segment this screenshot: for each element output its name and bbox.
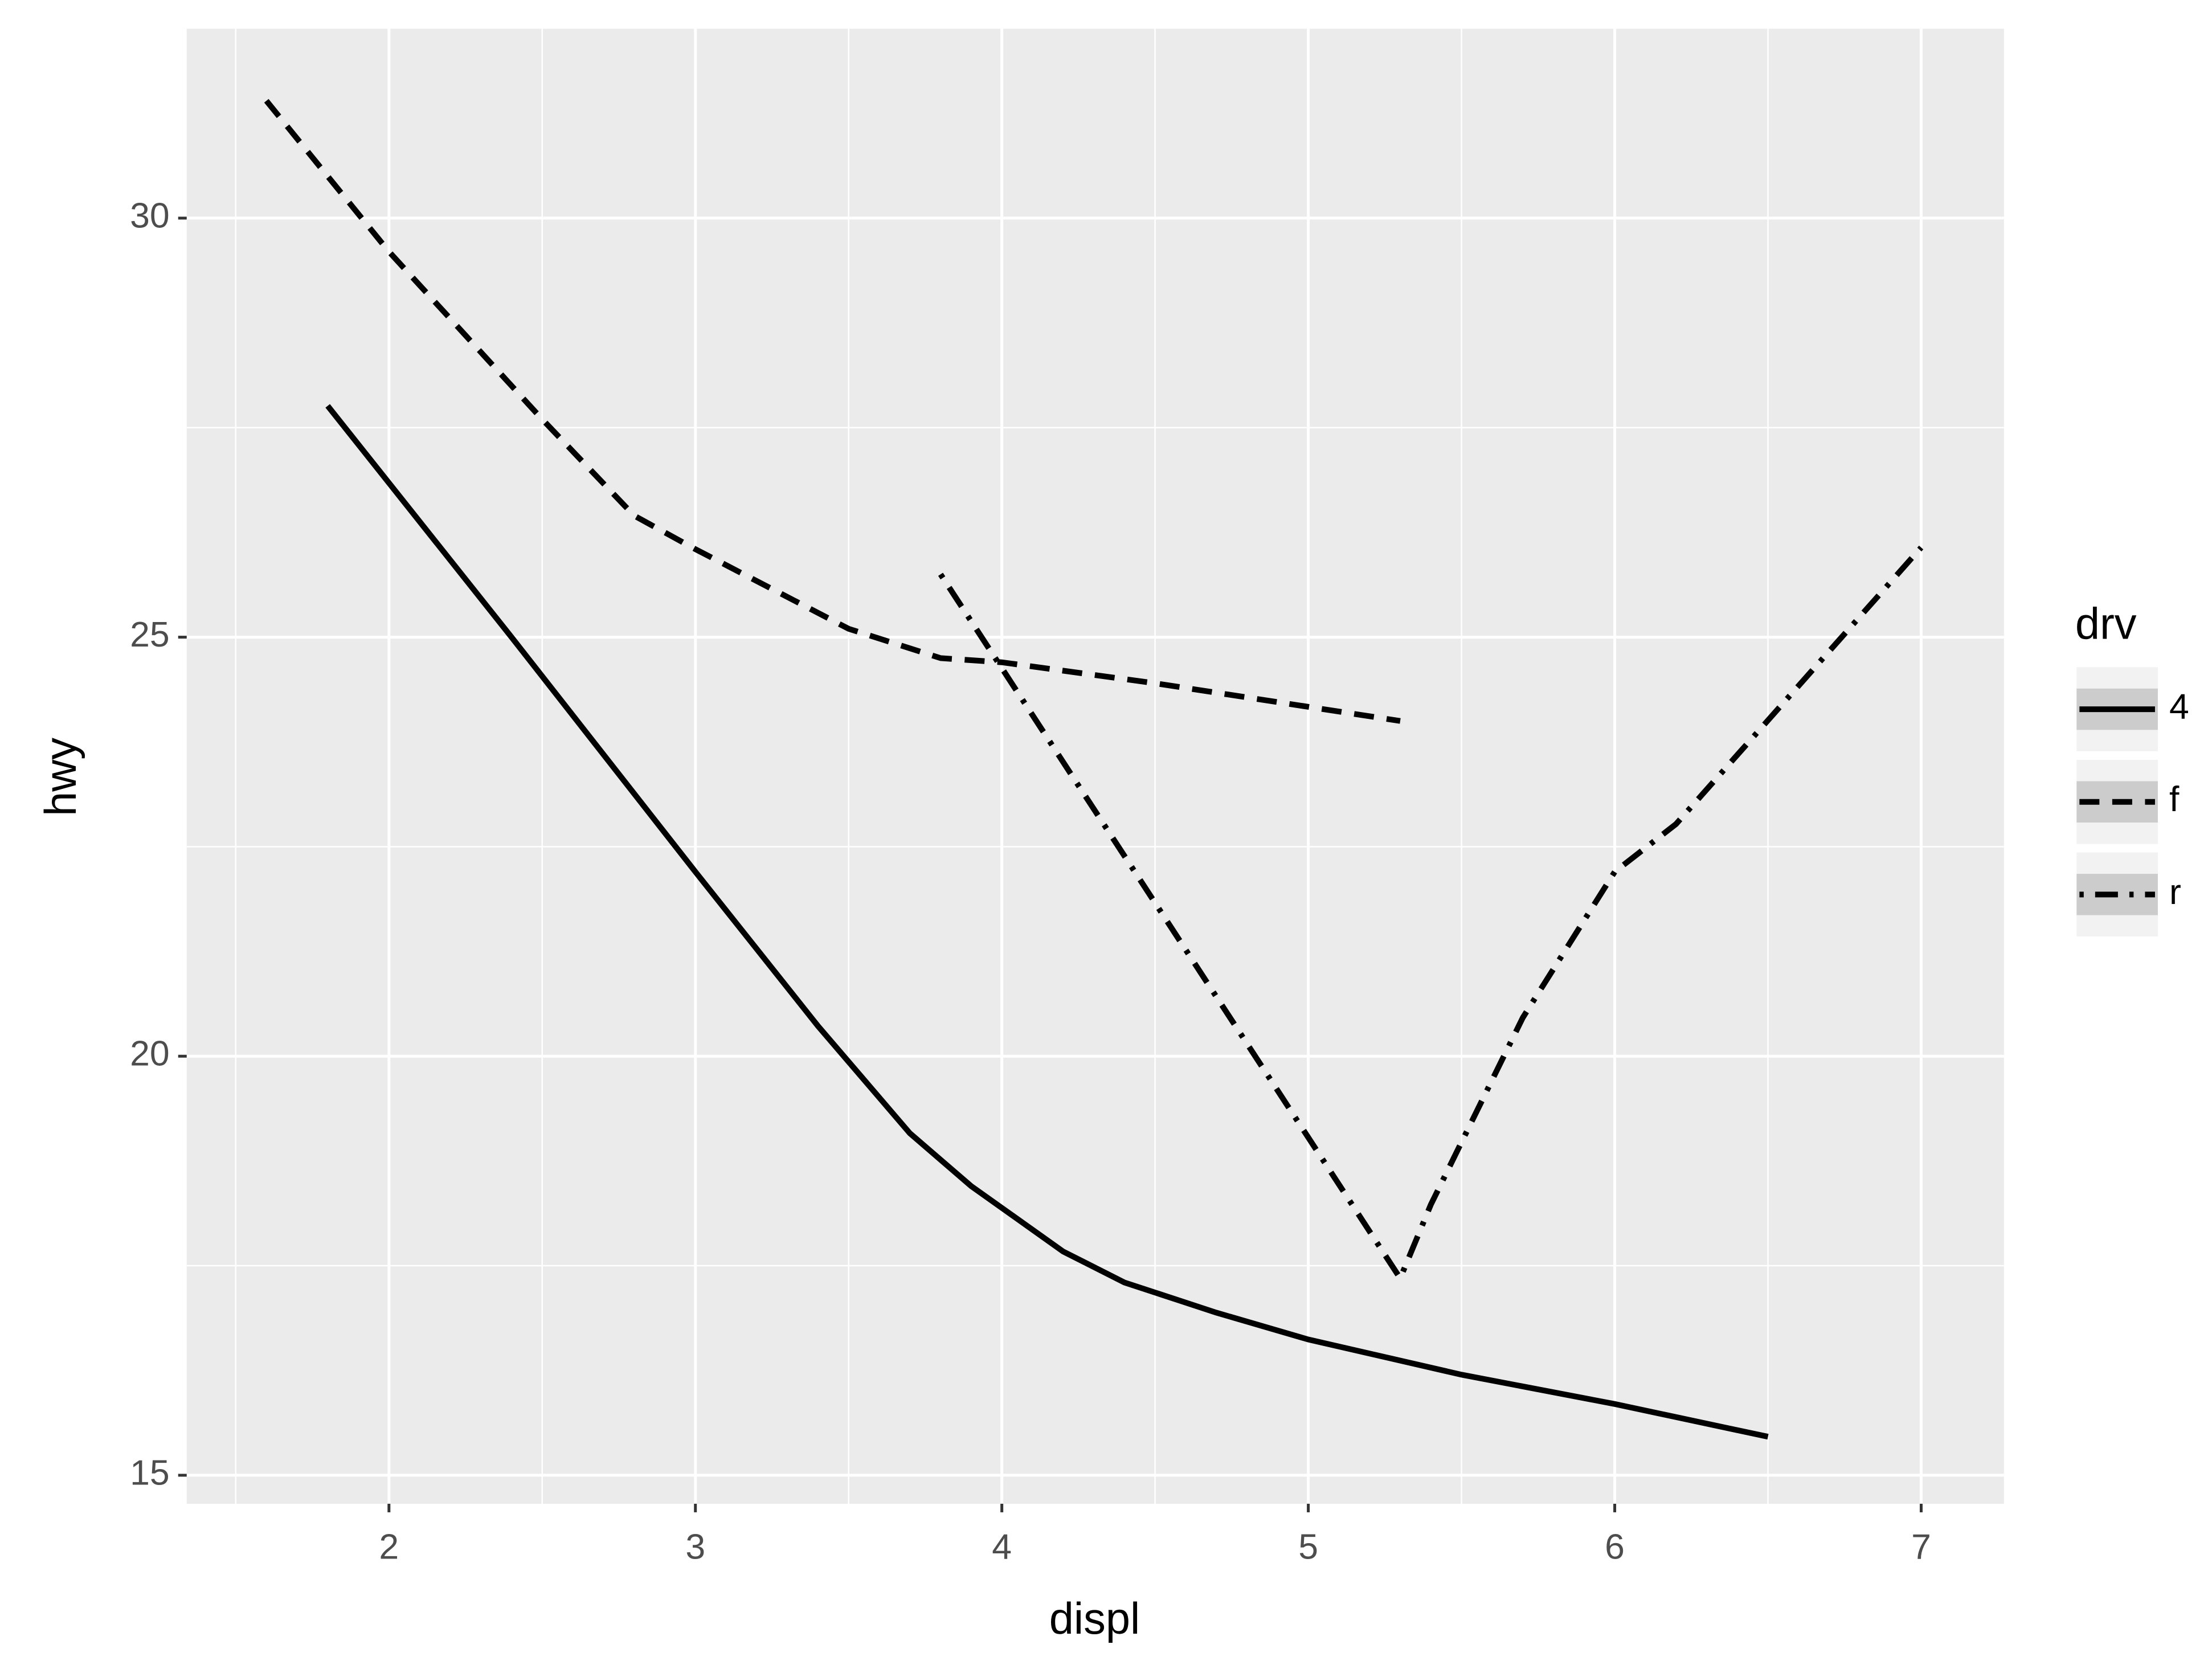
y-tick-label: 15 bbox=[130, 1453, 170, 1492]
legend-label: f bbox=[2169, 779, 2180, 819]
x-tick-label: 5 bbox=[1298, 1527, 1318, 1566]
legend-label: 4 bbox=[2169, 687, 2189, 727]
axes: 2 3 4 5 6 7 15 20 25 30 bbox=[130, 195, 1931, 1566]
y-axis-title: hwy bbox=[36, 738, 85, 816]
panel bbox=[186, 28, 2004, 1504]
series-line bbox=[325, 404, 1769, 1440]
y-tick-label: 25 bbox=[130, 615, 170, 654]
y-tick-label: 30 bbox=[130, 195, 170, 235]
legend: 4 f r bbox=[2076, 667, 2189, 937]
series-line bbox=[264, 99, 1401, 724]
x-tick-label: 6 bbox=[1605, 1527, 1625, 1566]
x-tick-label: 2 bbox=[379, 1527, 399, 1566]
series-line bbox=[938, 545, 1924, 1284]
x-tick-label: 3 bbox=[685, 1527, 705, 1566]
x-tick-label: 4 bbox=[992, 1527, 1012, 1566]
legend-title: drv bbox=[2075, 600, 2137, 649]
x-axis-title: displ bbox=[1049, 1594, 1140, 1643]
legend-label: r bbox=[2169, 872, 2181, 912]
x-tick-label: 7 bbox=[1911, 1527, 1931, 1566]
lines bbox=[264, 99, 1924, 1440]
y-tick-label: 20 bbox=[130, 1034, 170, 1074]
grid bbox=[186, 28, 2004, 1504]
